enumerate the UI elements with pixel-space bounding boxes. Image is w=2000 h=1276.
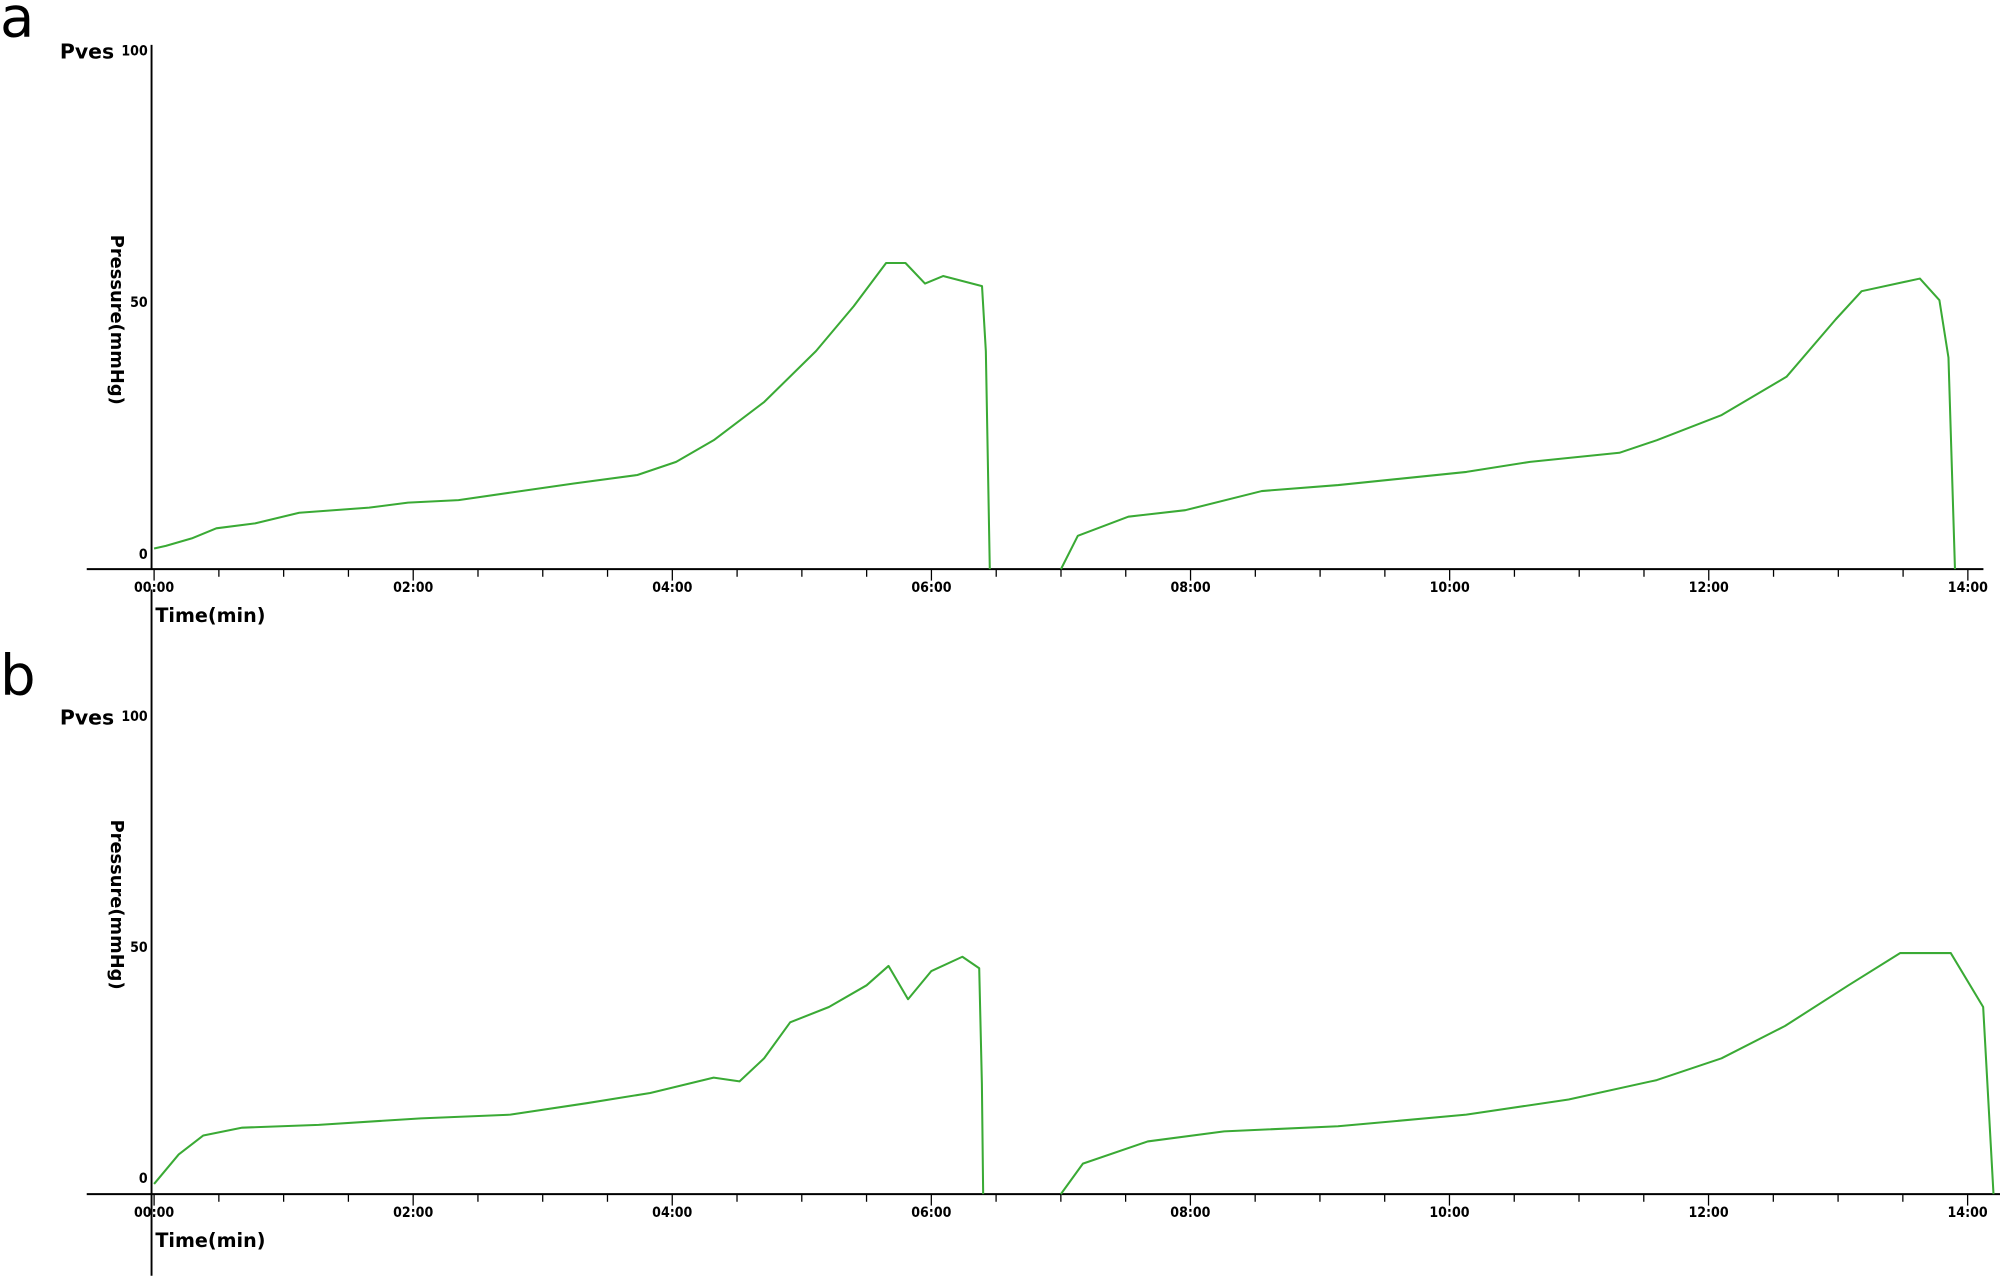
y-tick-label: 100 xyxy=(121,709,148,725)
x-axis-title: Time(min) xyxy=(155,604,265,627)
x-tick-label: 08:00 xyxy=(1170,1205,1210,1221)
x-tick-label: 06:00 xyxy=(911,1205,951,1221)
x-tick-label: 08:00 xyxy=(1170,580,1210,596)
x-tick-label: 02:00 xyxy=(393,1205,433,1221)
x-tick-label: 14:00 xyxy=(1948,580,1988,596)
x-tick-label: 12:00 xyxy=(1689,580,1729,596)
pressure-line xyxy=(153,261,1956,570)
y-axis-title: Pressure(mmHg) xyxy=(106,820,127,990)
x-tick-label: 14:00 xyxy=(1948,1205,1988,1221)
panel-label: b xyxy=(0,643,36,708)
x-tick-label: 04:00 xyxy=(652,580,692,596)
x-tick-label: 12:00 xyxy=(1688,1205,1728,1221)
y-tick-label: 0 xyxy=(139,1171,148,1187)
x-tick-label: 10:00 xyxy=(1429,1205,1469,1221)
x-tick-label: 00:00 xyxy=(134,580,174,596)
panel-label: a xyxy=(0,0,34,50)
legend-label: Pves xyxy=(60,705,114,729)
y-tick-label: 50 xyxy=(130,295,148,311)
y-axis-title: Pressure(mmHg) xyxy=(106,235,127,405)
y-tick-label: 100 xyxy=(121,43,148,59)
pressure-line xyxy=(153,952,1995,1195)
legend-label: Pves xyxy=(60,40,114,64)
x-tick-label: 06:00 xyxy=(911,580,951,596)
x-axis-title: Time(min) xyxy=(155,1229,265,1252)
y-tick-label: 50 xyxy=(130,940,148,956)
x-tick-label: 10:00 xyxy=(1430,580,1470,596)
x-tick-label: 00:00 xyxy=(134,1205,174,1221)
y-tick-label: 0 xyxy=(139,547,148,563)
x-tick-label: 04:00 xyxy=(652,1205,692,1221)
x-tick-label: 02:00 xyxy=(393,580,433,596)
